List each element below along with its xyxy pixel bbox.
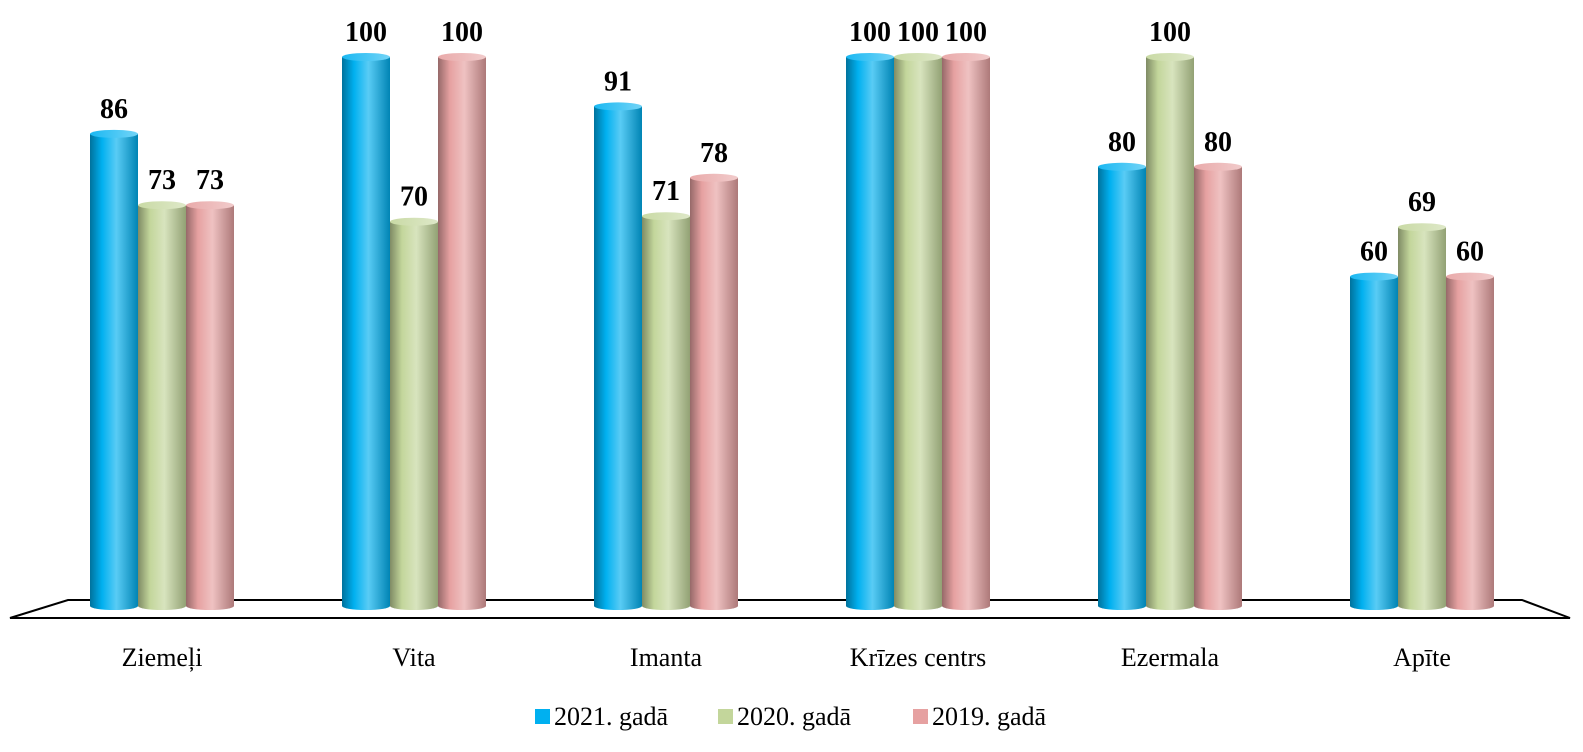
bar-cap (1350, 272, 1398, 281)
value-label: 100 (945, 17, 987, 48)
bar-1-3 (594, 102, 642, 610)
value-label: 80 (1108, 127, 1136, 158)
bar-cap (642, 212, 690, 221)
bar-body (594, 106, 642, 610)
bar-2-2 (390, 217, 438, 610)
bar-body (942, 57, 990, 610)
bar-3-3 (690, 173, 738, 610)
bar-body (846, 57, 894, 610)
bar-1-5 (1098, 162, 1146, 611)
bar-cap (1446, 272, 1494, 281)
legend-item-2: 2020. gadā (718, 702, 852, 731)
bar-cap (390, 217, 438, 226)
bar-cap (438, 53, 486, 61)
bar-body (438, 57, 486, 610)
bar-1-1 (90, 129, 138, 611)
value-label: 60 (1456, 237, 1484, 268)
bar-cap (138, 201, 186, 210)
legend-item-3: 2019. gadā (913, 702, 1047, 731)
value-label: 73 (196, 165, 224, 196)
category-label: Imanta (630, 643, 703, 672)
bar-body (342, 57, 390, 610)
bar-3-6 (1446, 272, 1494, 610)
bar-cap (594, 102, 642, 111)
bar-body (90, 133, 138, 611)
bar-1-6 (1350, 272, 1398, 610)
value-label: 100 (1149, 17, 1191, 48)
chart-floor-plane (9, 599, 1571, 619)
value-label: 91 (604, 66, 632, 97)
value-label: 86 (100, 94, 128, 125)
bar-cap (690, 173, 738, 182)
bar-2-3 (642, 212, 690, 610)
bar-cap (1398, 223, 1446, 232)
value-label: 100 (897, 17, 939, 48)
value-label: 70 (400, 182, 428, 213)
value-label: 100 (441, 17, 483, 48)
value-label: 73 (148, 165, 176, 196)
value-label: 69 (1408, 187, 1436, 218)
bar-cap (1146, 53, 1194, 61)
bar-body (642, 216, 690, 610)
legend-label: 2019. gadā (932, 702, 1047, 731)
bar-cap (942, 53, 990, 61)
legend-swatch (913, 709, 928, 724)
bar-body (690, 177, 738, 610)
bar-2-1 (138, 201, 186, 611)
bars (90, 53, 1494, 611)
bar-cap (90, 129, 138, 138)
category-label: Ziemeļi (122, 643, 203, 672)
chart-floor (9, 599, 1571, 619)
value-label: 100 (345, 17, 387, 48)
value-label: 71 (652, 176, 680, 207)
bar-body (1446, 276, 1494, 610)
bar-2-5 (1146, 53, 1194, 610)
bar-3-1 (186, 201, 234, 611)
legend-item-1: 2021. gadā (535, 702, 669, 731)
bar-cap (1098, 162, 1146, 171)
bar-body (894, 57, 942, 610)
bar-body (1194, 166, 1242, 611)
legend-label: 2021. gadā (554, 702, 669, 731)
value-label: 60 (1360, 237, 1388, 268)
bar-3-5 (1194, 162, 1242, 611)
legend-label: 2020. gadā (737, 702, 852, 731)
bar-cap (894, 53, 942, 61)
legend-swatch (718, 709, 733, 724)
bar-body (1350, 276, 1398, 610)
bar-cap (342, 53, 390, 61)
category-label: Ezermala (1121, 643, 1220, 672)
legend: 2021. gadā 2020. gadā 2019. gadā (535, 702, 1047, 731)
category-labels: Ziemeļi Vita Imanta Krīzes centrs Ezermala Ap… (122, 643, 1451, 672)
bar-body (1398, 227, 1446, 610)
bar-body (390, 221, 438, 610)
value-label: 100 (849, 17, 891, 48)
category-label: Krīzes centrs (850, 643, 986, 672)
bar-cap (186, 201, 234, 210)
bar-2-6 (1398, 223, 1446, 610)
bar-1-4 (846, 53, 894, 610)
bar-2-4 (894, 53, 942, 610)
bar-3-2 (438, 53, 486, 610)
bar-body (1098, 166, 1146, 611)
bar-body (186, 205, 234, 611)
bar-3-4 (942, 53, 990, 610)
bar-body (1146, 57, 1194, 610)
value-label: 80 (1204, 127, 1232, 158)
bar-cap (1194, 162, 1242, 171)
category-label: Apīte (1393, 643, 1451, 672)
legend-swatch (535, 709, 550, 724)
bar-body (138, 205, 186, 611)
bar-cap (846, 53, 894, 61)
category-label: Vita (392, 643, 436, 672)
value-label: 78 (700, 138, 728, 169)
bar-1-2 (342, 53, 390, 610)
